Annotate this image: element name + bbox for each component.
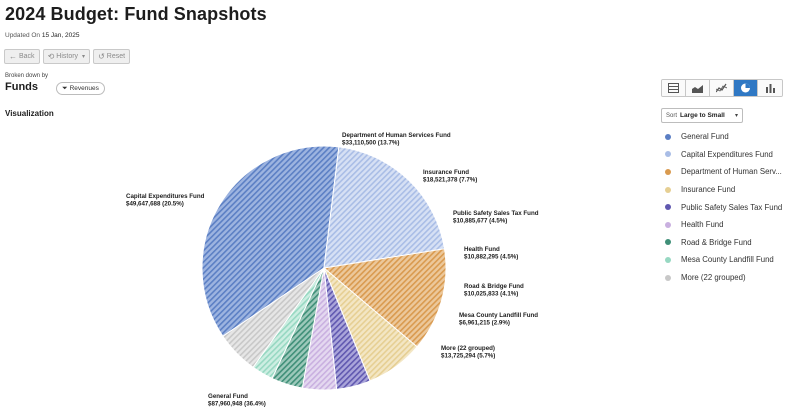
reset-icon: ↺: [98, 52, 105, 61]
line-view-button[interactable]: [710, 80, 734, 96]
pie-chart: General Fund$87,960,948 (36.4%) Capital E…: [126, 132, 539, 408]
area-chart-icon: [692, 85, 703, 93]
back-button[interactable]: ← Back: [4, 49, 40, 64]
slice-label-name: Insurance Fund: [423, 169, 469, 176]
legend-swatch: [665, 239, 671, 246]
legend-label: Mesa County Landfill Fund: [681, 255, 774, 265]
filter-label: Revenues: [69, 85, 99, 92]
updated-value: 15 Jan, 2025: [41, 32, 80, 39]
reset-label: Reset: [106, 53, 126, 60]
slice-label-value: $6,961,215 (2.9%): [459, 320, 510, 327]
slice-label-value: $87,960,948 (36.4%): [208, 401, 266, 408]
bar-view-button[interactable]: [758, 80, 782, 96]
sort-dropdown[interactable]: Sort Large to Small ▾: [661, 108, 743, 123]
slice-label-value: $49,647,688 (20.5%): [126, 201, 184, 208]
bar-chart-icon: [765, 84, 775, 93]
legend-swatch: [665, 186, 671, 193]
history-label: History: [56, 53, 79, 60]
pie-slice[interactable]: [322, 248, 447, 348]
legend-item[interactable]: Department of Human Serv...: [662, 163, 798, 181]
caret-down-icon: ▾: [734, 113, 738, 119]
slice-label-name: Department of Human Services Fund: [342, 132, 451, 139]
slice-label-name: More (22 grouped): [441, 345, 495, 352]
legend-item[interactable]: General Fund: [662, 128, 798, 146]
legend-item[interactable]: Capital Expenditures Fund: [662, 146, 798, 164]
breakdown-value[interactable]: Funds: [5, 81, 38, 93]
legend-item[interactable]: Health Fund: [662, 216, 798, 234]
reset-button[interactable]: ↺ Reset: [93, 49, 131, 64]
pie-view-button[interactable]: [734, 80, 758, 96]
slice-label-value: $33,110,500 (13.7%): [342, 140, 399, 147]
slice-label-name: Road & Bridge Fund: [464, 283, 524, 290]
slice-label-value: $13,725,294 (5.7%): [441, 353, 495, 360]
history-button[interactable]: ⟲ History ▾: [42, 49, 91, 64]
chart-legend: General Fund Capital Expenditures Fund Dep…: [662, 128, 798, 286]
legend-item[interactable]: Mesa County Landfill Fund: [662, 251, 798, 269]
legend-label: Department of Human Serv...: [681, 167, 782, 177]
slice-label-value: $10,885,677 (4.5%): [453, 218, 507, 225]
page-title: 2024 Budget: Fund Snapshots: [5, 4, 267, 24]
table-view-button[interactable]: [662, 80, 686, 96]
slice-label-name: General Fund: [208, 393, 248, 400]
pie-slice[interactable]: [323, 146, 446, 269]
slice-label-name: Health Fund: [464, 246, 500, 253]
caret-down-icon: ▾: [82, 54, 86, 60]
slice-label-value: $10,025,833 (4.1%): [464, 291, 518, 298]
legend-swatch: [665, 133, 671, 140]
slice-label-value: $10,882,295 (4.5%): [464, 254, 518, 261]
legend-item[interactable]: Road & Bridge Fund: [662, 234, 798, 252]
sort-prefix: Sort: [666, 112, 678, 119]
legend-label: General Fund: [681, 132, 729, 142]
line-chart-icon: [716, 83, 727, 93]
legend-label: Public Safety Sales Tax Fund: [681, 202, 783, 212]
legend-item[interactable]: More (22 grouped): [662, 269, 798, 287]
pie-chart-icon: [741, 83, 750, 93]
legend-swatch: [665, 221, 671, 228]
slice-label-name: Capital Expenditures Fund: [126, 193, 205, 200]
filter-icon: ⏷: [62, 84, 68, 92]
area-view-button[interactable]: [686, 80, 710, 96]
table-icon: [668, 83, 679, 93]
legend-swatch: [665, 168, 671, 175]
slice-label-name: Public Safety Sales Tax Fund: [453, 210, 539, 217]
legend-label: Health Fund: [681, 220, 724, 230]
visualization-heading: Visualization: [5, 109, 54, 118]
arrow-left-icon: ←: [9, 52, 17, 61]
breakdown-label: Broken down by: [5, 73, 49, 79]
slice-label-value: $18,521,378 (7.7%): [423, 177, 477, 184]
view-switcher: [661, 79, 783, 97]
legend-swatch: [665, 274, 671, 281]
updated-prefix: Updated On: [5, 32, 41, 39]
legend-swatch: [665, 151, 671, 158]
pie-slice[interactable]: [222, 267, 325, 368]
legend-item[interactable]: Public Safety Sales Tax Fund: [662, 198, 798, 216]
legend-item[interactable]: Insurance Fund: [662, 181, 798, 199]
toolbar: ← Back ⟲ History ▾ ↺ Reset: [4, 49, 131, 64]
back-label: Back: [19, 53, 35, 60]
slice-label-name: Mesa County Landfill Fund: [459, 312, 538, 319]
legend-label: Insurance Fund: [681, 185, 736, 195]
filter-revenues-button[interactable]: ⏷ Revenues: [56, 82, 105, 95]
legend-swatch: [665, 256, 671, 263]
legend-swatch: [665, 204, 671, 211]
legend-label: Road & Bridge Fund: [681, 237, 752, 247]
legend-label: More (22 grouped): [681, 273, 746, 283]
pie-slice[interactable]: [201, 145, 340, 337]
history-icon: ⟲: [47, 52, 55, 61]
updated-date: Updated On 15 Jan, 2025: [5, 32, 79, 39]
legend-label: Capital Expenditures Fund: [681, 149, 773, 159]
sort-value: Large to Small: [680, 112, 725, 119]
